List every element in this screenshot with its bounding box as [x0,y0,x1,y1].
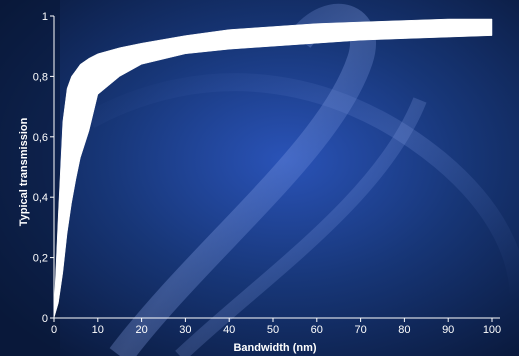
x-axis-ticks: 0 10 20 30 40 50 60 70 80 90 100 [51,318,501,336]
x-tick-label: 10 [92,324,104,336]
x-tick-label: 100 [483,324,501,336]
y-tick-label: 0,6 [33,132,48,144]
y-tick-label: 0,8 [33,71,48,83]
y-tick-label: 0,4 [33,192,48,204]
y-tick-label: 0 [42,313,48,325]
x-tick-label: 30 [179,324,191,336]
y-axis-label: Typical transmission [18,117,30,226]
x-tick-label: 90 [442,324,454,336]
y-tick-label: 0,2 [33,253,48,265]
x-tick-label: 40 [223,324,235,336]
y-tick-label: 1 [42,11,48,23]
transmission-band [53,18,493,319]
x-tick-label: 0 [51,324,57,336]
x-tick-label: 20 [135,324,147,336]
x-tick-label: 80 [398,324,410,336]
x-tick-label: 70 [354,324,366,336]
x-tick-label: 60 [311,324,323,336]
y-axis-ticks: 0 0,2 0,4 0,6 0,8 1 [33,11,54,325]
axes [53,16,500,319]
x-axis-label: Bandwidth (nm) [233,342,316,354]
x-tick-label: 50 [267,324,279,336]
